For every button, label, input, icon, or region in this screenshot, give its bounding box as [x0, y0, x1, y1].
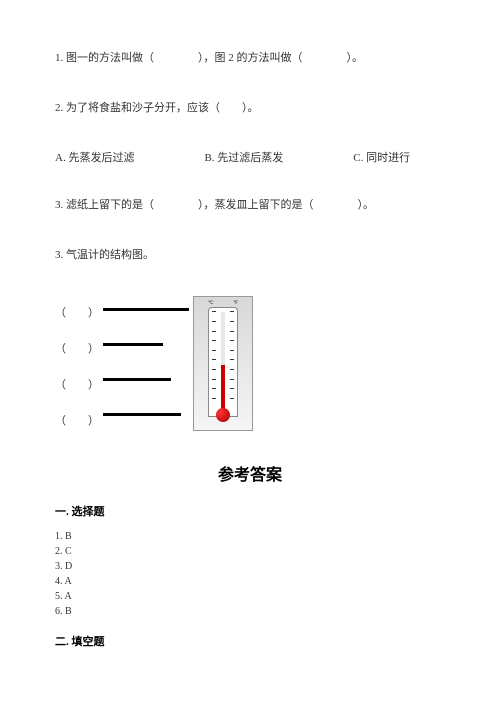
option-c: C. 同时进行 — [353, 149, 410, 165]
thermo-label-2: （ ） — [55, 340, 99, 356]
fahrenheit-label: ℉ — [233, 300, 238, 306]
thermo-label-1: （ ） — [55, 304, 99, 320]
thermo-labels: （ ） （ ） （ ） （ ） — [55, 304, 99, 428]
pointer-line-4 — [103, 413, 181, 416]
scale-right — [233, 311, 234, 407]
section-2-heading: 二. 填空题 — [55, 633, 445, 649]
question-1: 1. 图一的方法叫做（ ），图 2 的方法叫做（ ）。 — [55, 50, 445, 68]
thermometer-image: ℃ ℉ — [193, 296, 253, 431]
pointer-line-1 — [103, 308, 189, 311]
answer-4: 4. A — [55, 574, 445, 589]
section-1-heading: 一. 选择题 — [55, 503, 445, 519]
thermometer-diagram: （ ） （ ） （ ） （ ） ℃ ℉ — [55, 296, 445, 431]
pointer-lines — [103, 296, 193, 426]
answer-2: 2. C — [55, 544, 445, 559]
question-2-options: A. 先蒸发后过滤 B. 先过滤后蒸发 C. 同时进行 — [55, 149, 445, 165]
question-3: 3. 滤纸上留下的是（ ），蒸发皿上留下的是（ ）。 — [55, 197, 445, 215]
option-a: A. 先蒸发后过滤 — [55, 149, 134, 165]
pointer-line-2 — [103, 343, 163, 346]
answer-list: 1. B 2. C 3. D 4. A 5. A 6. B — [55, 529, 445, 619]
scale-left — [212, 311, 213, 407]
answer-6: 6. B — [55, 604, 445, 619]
answer-1: 1. B — [55, 529, 445, 544]
option-b: B. 先过滤后蒸发 — [204, 149, 283, 165]
thermo-label-3: （ ） — [55, 376, 99, 392]
thermo-bulb — [216, 408, 230, 422]
celsius-label: ℃ — [208, 300, 214, 306]
question-4: 3. 气温计的结构图。 — [55, 247, 445, 265]
question-2: 2. 为了将食盐和沙子分开，应该（ ）。 — [55, 100, 445, 118]
thermo-label-4: （ ） — [55, 412, 99, 428]
answers-title: 参考答案 — [55, 461, 445, 485]
answer-5: 5. A — [55, 589, 445, 604]
pointer-line-3 — [103, 378, 171, 381]
answer-3: 3. D — [55, 559, 445, 574]
